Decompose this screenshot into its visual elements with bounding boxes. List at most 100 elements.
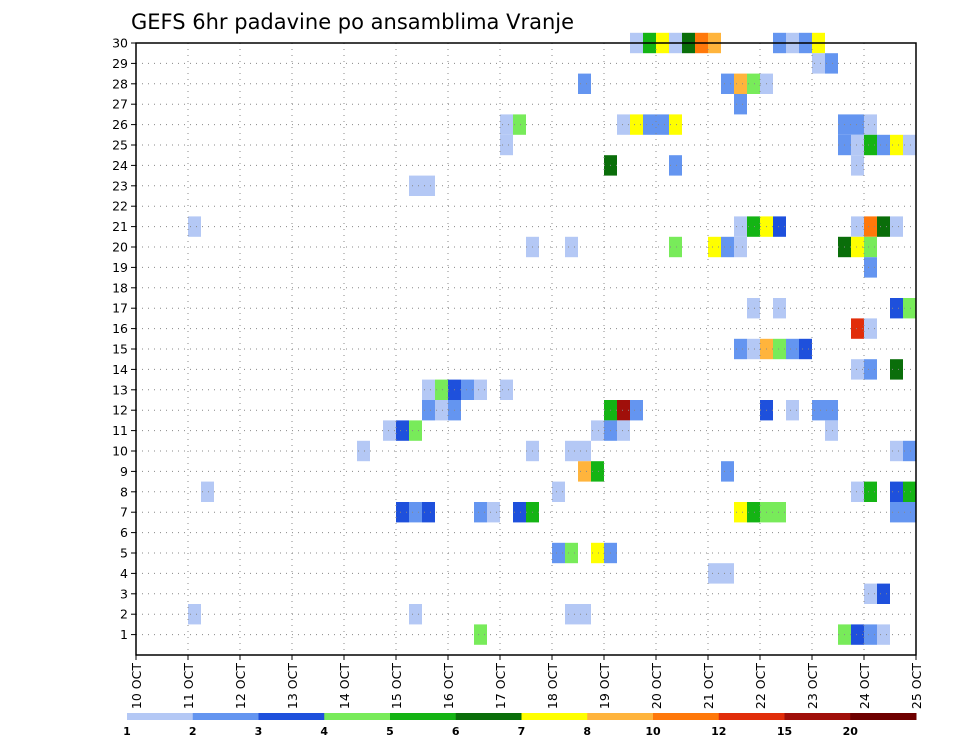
heatmap-cell — [786, 338, 799, 360]
heatmap-cell — [409, 502, 422, 523]
heatmap-cell — [734, 216, 747, 237]
y-tick-label: 11 — [112, 423, 128, 438]
heatmap-cell — [851, 155, 864, 176]
legend-swatch — [718, 713, 785, 720]
x-tick-label: 15 OCT — [389, 663, 404, 709]
heatmap-cell — [422, 379, 435, 400]
heatmap-cell — [747, 298, 760, 319]
heatmap-cell — [591, 420, 604, 441]
heatmap-cell — [513, 502, 526, 523]
heatmap-cell — [825, 420, 838, 441]
color-legend: 1 2 3 4 5 6 7 8 10 12 15 20 — [123, 713, 917, 738]
heatmap-cell — [552, 542, 565, 564]
x-tick-label: 14 OCT — [337, 663, 352, 709]
y-tick-label: 30 — [112, 36, 128, 51]
legend-swatch — [587, 713, 654, 720]
heatmap-cell — [500, 114, 513, 135]
heatmap-cell — [617, 114, 630, 135]
y-tick-label: 5 — [120, 546, 128, 561]
heatmap-cell — [851, 134, 864, 156]
heatmap-cell — [396, 502, 409, 523]
legend-label: 7 — [518, 725, 526, 738]
x-tick-label: 21 OCT — [701, 663, 716, 709]
x-tick-label: 25 OCT — [909, 663, 924, 709]
heatmap-cell — [864, 114, 877, 135]
heatmap-cell — [422, 502, 435, 523]
heatmap-cell — [799, 338, 812, 360]
heatmap-cell — [409, 420, 422, 441]
heatmap-cell — [877, 583, 890, 604]
heatmap-cell — [747, 338, 760, 360]
gridlines — [136, 43, 916, 655]
heatmap-cell — [812, 400, 825, 421]
heatmap-cell — [851, 114, 864, 135]
heatmap-cell — [617, 400, 630, 421]
y-tick-label: 4 — [120, 566, 128, 581]
heatmap-cell — [877, 134, 890, 156]
heatmap-cell — [669, 155, 682, 176]
y-tick-label: 17 — [112, 301, 128, 316]
heatmap-cell — [864, 318, 877, 339]
heatmap-cell — [903, 440, 916, 462]
heatmap-cell — [669, 114, 682, 135]
heatmap-cell — [565, 542, 578, 564]
heatmap-cell — [851, 318, 864, 339]
heatmap-cell — [188, 604, 201, 625]
heatmap-cell — [864, 359, 877, 380]
y-tick-label: 22 — [112, 199, 128, 214]
legend-label: 6 — [452, 725, 460, 738]
y-tick-label: 12 — [112, 403, 128, 418]
heatmap-cell — [422, 400, 435, 421]
legend-swatch — [521, 713, 588, 720]
y-axis: 1234567891011121314151617181920212223242… — [112, 36, 136, 642]
heatmap-cell — [409, 604, 422, 625]
heatmap-cell — [747, 73, 760, 94]
heatmap-cell — [890, 481, 903, 502]
heatmap-cell — [461, 379, 474, 400]
x-tick-label: 10 OCT — [129, 663, 144, 709]
heatmap-cell — [578, 73, 591, 94]
x-tick-label: 19 OCT — [597, 663, 612, 709]
legend-label: 1 — [123, 725, 131, 738]
x-tick-label: 11 OCT — [181, 663, 196, 709]
heatmap-cell — [825, 400, 838, 421]
legend-label: 2 — [189, 725, 197, 738]
heatmap-cell — [903, 134, 916, 156]
heatmap-cell — [435, 379, 448, 400]
chart-title: GEFS 6hr padavine po ansamblima Vranje — [131, 10, 574, 34]
y-tick-label: 10 — [112, 444, 128, 459]
heatmap-cell — [591, 461, 604, 482]
heatmap-cell — [578, 461, 591, 482]
x-tick-label: 22 OCT — [753, 663, 768, 709]
heatmap-cell — [474, 624, 487, 645]
y-tick-label: 20 — [112, 240, 128, 255]
heatmap-cell — [747, 216, 760, 237]
y-tick-label: 14 — [112, 362, 128, 377]
heatmap-cell — [825, 53, 838, 74]
heatmap-cell — [565, 440, 578, 462]
x-tick-label: 18 OCT — [545, 663, 560, 709]
y-tick-label: 29 — [112, 56, 128, 71]
legend-swatch — [784, 713, 851, 720]
y-tick-label: 18 — [112, 280, 128, 295]
heatmap-cell — [357, 440, 370, 462]
heatmap-cell — [890, 134, 903, 156]
legend-swatch — [324, 713, 391, 720]
heatmap-cell — [201, 481, 214, 502]
heatmap-cell — [864, 481, 877, 502]
heatmap-cell — [188, 216, 201, 237]
heatmap-cell — [565, 236, 578, 258]
y-tick-label: 2 — [120, 607, 128, 622]
heatmap-cell — [435, 400, 448, 421]
heatmap-cell — [708, 236, 721, 258]
heatmap-cell — [708, 563, 721, 584]
heatmap-cell — [721, 461, 734, 482]
heatmap-cell — [773, 298, 786, 319]
legend-swatch — [390, 713, 457, 720]
x-tick-label: 24 OCT — [857, 663, 872, 709]
y-tick-label: 28 — [112, 76, 128, 91]
heatmap-cell — [890, 216, 903, 237]
legend-swatch — [455, 713, 522, 720]
x-tick-label: 23 OCT — [805, 663, 820, 709]
